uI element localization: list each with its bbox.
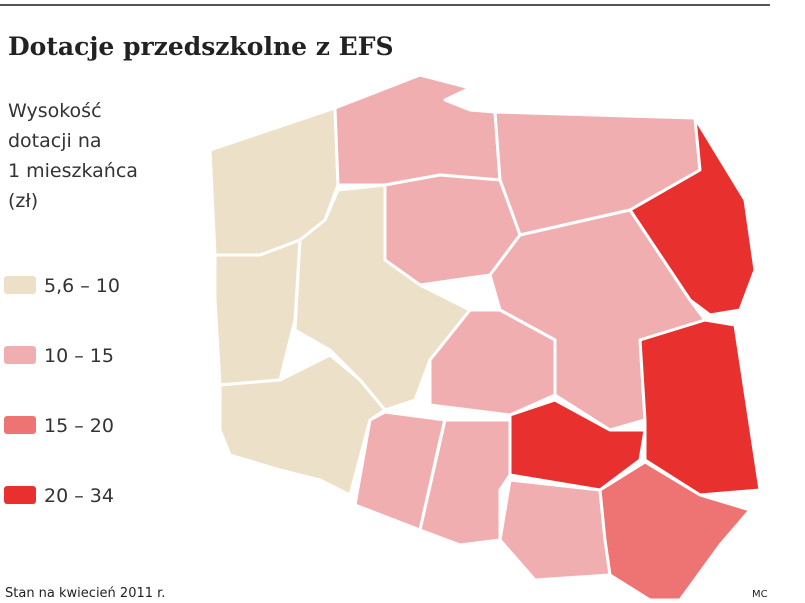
region <box>628 116 757 317</box>
region <box>488 208 707 432</box>
legend-label: 15 – 20 <box>44 415 114 437</box>
legend-title-line: dotacji na <box>8 130 102 152</box>
legend-label: 20 – 34 <box>44 485 114 507</box>
footer-note: Stan na kwiecień 2011 r. <box>5 586 165 601</box>
region <box>508 398 647 492</box>
legend-swatch <box>4 276 36 294</box>
legend-label: 10 – 15 <box>44 345 114 367</box>
legend-title-line: 1 mieszkańca <box>8 160 138 182</box>
region <box>428 308 557 417</box>
legend-title-line: (zł) <box>8 190 38 212</box>
region <box>498 478 612 582</box>
footer-author: MC <box>752 589 768 600</box>
region <box>638 318 762 497</box>
legend-swatch <box>4 346 36 364</box>
legend-swatch <box>4 416 36 434</box>
region <box>598 460 752 602</box>
region <box>218 353 387 497</box>
region <box>213 238 302 387</box>
legend-label: 5,6 – 10 <box>44 275 120 297</box>
legend-title-line: Wysokość <box>8 100 102 122</box>
region <box>333 73 502 187</box>
legend-swatch <box>4 486 36 504</box>
title: Dotacje przedszkolne z EFS <box>8 32 394 61</box>
